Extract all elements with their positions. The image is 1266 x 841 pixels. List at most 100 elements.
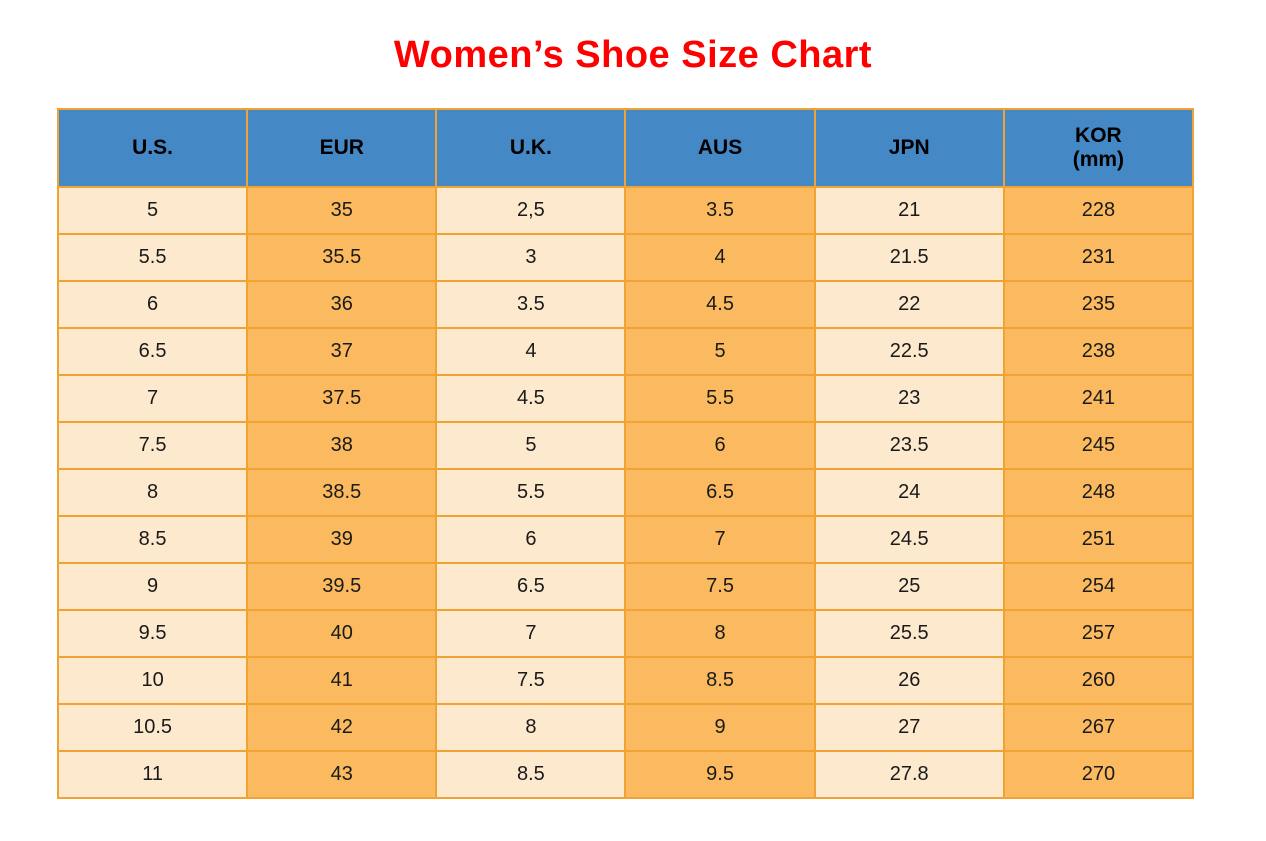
table-cell: 260: [1002, 656, 1195, 705]
table-cell: 23.5: [813, 421, 1005, 470]
table-cell: 37.5: [246, 374, 438, 423]
table-cell: 11: [56, 750, 249, 799]
table-cell: 8.5: [56, 515, 249, 564]
table-cell: 5: [56, 186, 249, 235]
table-cell: 35.5: [246, 233, 438, 282]
column-header-kor: KOR (mm): [1002, 108, 1195, 188]
table-cell: 5: [624, 327, 816, 376]
table-cell: 10: [56, 656, 249, 705]
table-cell: 26: [813, 656, 1005, 705]
column-header-eur: EUR: [246, 108, 438, 188]
table-cell: 7.5: [435, 656, 627, 705]
table-cell: 7: [56, 374, 249, 423]
table-cell: 6.5: [624, 468, 816, 517]
table-cell: 21.5: [813, 233, 1005, 282]
table-cell: 21: [813, 186, 1005, 235]
table-cell: 6: [435, 515, 627, 564]
table-row: 10.5 42 8 9 27 267: [56, 703, 1195, 752]
table-cell: 5: [435, 421, 627, 470]
table-header: U.S. EUR U.K. AUS JPN: [56, 108, 1195, 188]
table-cell: 43: [246, 750, 438, 799]
table-cell: 41: [246, 656, 438, 705]
table-row: 5 35 2,5 3.5 21 228: [56, 186, 1195, 235]
table-cell: 6.5: [56, 327, 249, 376]
page-title: Women’s Shoe Size Chart: [393, 34, 873, 76]
table-cell: 10.5: [56, 703, 249, 752]
table-cell: 241: [1002, 374, 1195, 423]
table-cell: 24.5: [813, 515, 1005, 564]
column-header-label: KOR: [1075, 124, 1122, 147]
table-cell: 23: [813, 374, 1005, 423]
table-cell: 9: [624, 703, 816, 752]
shoe-size-table: U.S. EUR U.K. AUS JPN: [56, 108, 1195, 799]
table-cell: 38: [246, 421, 438, 470]
table-cell: 25: [813, 562, 1005, 611]
table-row: 6.5 37 4 5 22.5 238: [56, 327, 1195, 376]
table-cell: 4: [435, 327, 627, 376]
column-header-label: U.S.: [132, 136, 173, 159]
table-cell: 3: [435, 233, 627, 282]
table-cell: 8.5: [435, 750, 627, 799]
table-row: 6 36 3.5 4.5 22 235: [56, 280, 1195, 329]
table-cell: 257: [1002, 609, 1195, 658]
table-cell: 228: [1002, 186, 1195, 235]
table-cell: 9.5: [56, 609, 249, 658]
table-cell: 231: [1002, 233, 1195, 282]
column-header-label: U.K.: [509, 136, 552, 159]
table-cell: 39: [246, 515, 438, 564]
table-cell: 245: [1002, 421, 1195, 470]
column-header-label: AUS: [697, 136, 743, 159]
table-row: 5.5 35.5 3 4 21.5 231: [56, 233, 1195, 282]
column-header-jpn: JPN: [813, 108, 1005, 188]
table-cell: 4.5: [435, 374, 627, 423]
table-cell: 7.5: [56, 421, 249, 470]
table-cell: 27: [813, 703, 1005, 752]
table-cell: 254: [1002, 562, 1195, 611]
table-cell: 8.5: [624, 656, 816, 705]
table-row: 7 37.5 4.5 5.5 23 241: [56, 374, 1195, 423]
table-cell: 8: [435, 703, 627, 752]
table-cell: 5.5: [435, 468, 627, 517]
table-cell: 27.8: [813, 750, 1005, 799]
column-header-label: JPN: [888, 136, 930, 159]
table-cell: 3.5: [435, 280, 627, 329]
table-cell: 38.5: [246, 468, 438, 517]
table-cell: 5.5: [624, 374, 816, 423]
table-cell: 9: [56, 562, 249, 611]
table-cell: 40: [246, 609, 438, 658]
table-row: 9.5 40 7 8 25.5 257: [56, 609, 1195, 658]
table-row: 8.5 39 6 7 24.5 251: [56, 515, 1195, 564]
column-header-subline: (mm): [1072, 148, 1125, 171]
table-cell: 6: [56, 280, 249, 329]
table-cell: 6.5: [435, 562, 627, 611]
table-cell: 7.5: [624, 562, 816, 611]
table-cell: 22.5: [813, 327, 1005, 376]
table-cell: 5.5: [56, 233, 249, 282]
table-cell: 2,5: [435, 186, 627, 235]
table-row: 8 38.5 5.5 6.5 24 248: [56, 468, 1195, 517]
column-header-uk: U.K.: [435, 108, 627, 188]
table-cell: 251: [1002, 515, 1195, 564]
table-cell: 7: [435, 609, 627, 658]
table-row: 11 43 8.5 9.5 27.8 270: [56, 750, 1195, 799]
header-row: U.S. EUR U.K. AUS JPN: [56, 108, 1195, 188]
table-cell: 42: [246, 703, 438, 752]
table-row: 9 39.5 6.5 7.5 25 254: [56, 562, 1195, 611]
table-cell: 22: [813, 280, 1005, 329]
table-cell: 235: [1002, 280, 1195, 329]
table-cell: 3.5: [624, 186, 816, 235]
table-cell: 39.5: [246, 562, 438, 611]
table-row: 10 41 7.5 8.5 26 260: [56, 656, 1195, 705]
table-row: 7.5 38 5 6 23.5 245: [56, 421, 1195, 470]
table-cell: 4: [624, 233, 816, 282]
table-cell: 238: [1002, 327, 1195, 376]
table-cell: 9.5: [624, 750, 816, 799]
table-cell: 270: [1002, 750, 1195, 799]
table-body: 5 35 2,5 3.5 21 228 5.5 35.5 3 4 21.5 231 6 36 3.5 4.5 2…: [56, 186, 1195, 799]
table-cell: 6: [624, 421, 816, 470]
table-cell: 8: [624, 609, 816, 658]
table-cell: 267: [1002, 703, 1195, 752]
table-cell: 7: [624, 515, 816, 564]
table-cell: 36: [246, 280, 438, 329]
